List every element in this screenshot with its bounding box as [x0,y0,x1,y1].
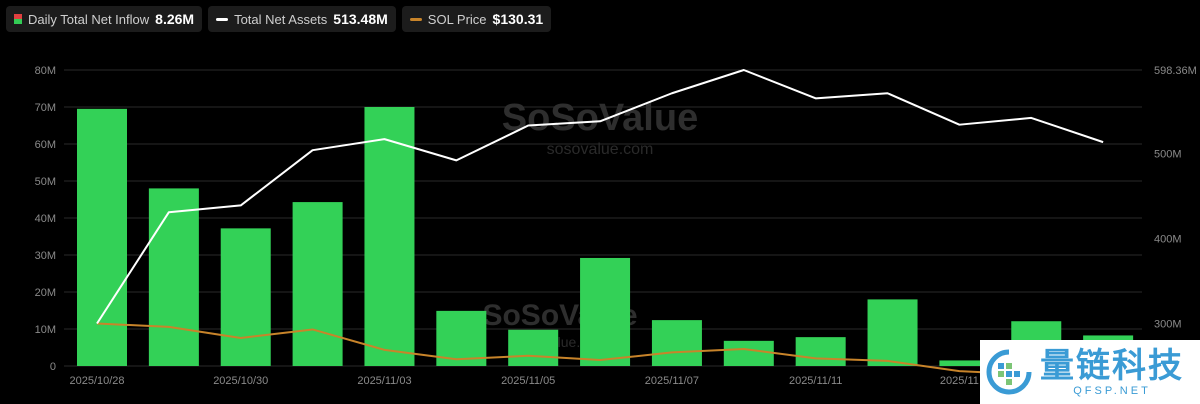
left-axis-tick-label: 80M [35,65,56,77]
legend-sol[interactable]: SOL Price $130.31 [401,6,552,32]
left-axis-tick-label: 30M [35,250,56,262]
inflow-bar [77,108,127,366]
legend-assets-value: 513.48M [333,11,388,27]
inflow-bar [292,202,343,366]
legend-sol-label: SOL Price [427,11,487,27]
total-net-assets-line [96,69,1104,325]
line-swatch-icon [409,17,422,21]
watermark-brand: SoSoValue [502,97,698,139]
legend-inflow-label: Daily Total Net Inflow [28,11,150,27]
legend-assets-label: Total Net Assets [234,11,328,27]
legend-inflow-value: 8.26M [155,11,195,27]
chart-legend: Daily Total Net Inflow 8.26M Total Net A… [6,6,552,32]
x-axis-tick-label: 2025/10/28 [69,375,124,387]
inflow-bar [939,360,990,366]
left-axis-tick-label: 70M [35,102,56,114]
inflow-bar [580,257,631,366]
inflow-bar [148,188,199,366]
x-axis-tick-label: 2025/11/05 [501,375,555,387]
x-axis-tick-label: 2025/11/03 [357,375,411,387]
left-axis-tick-label: 0 [50,361,56,373]
x-axis-tick-label: 2025/10/30 [213,375,268,387]
x-axis-tick-label: 2025/11/07 [645,375,699,387]
inflow-bar [651,320,702,366]
right-axis-tick-label: 500M [1154,149,1182,161]
left-axis-tick-label: 20M [35,287,56,299]
logo-english-text: QFSP.NET [1073,385,1151,397]
right-axis-tick-label: 598.36M [1154,65,1197,77]
legend-assets[interactable]: Total Net Assets 513.48M [208,6,396,32]
line-swatch-icon [216,17,229,21]
left-axis-tick-label: 60M [35,139,56,151]
inflow-bar [723,340,774,366]
qfsp-logo-icon [986,349,1032,395]
inflow-bar [867,299,918,366]
sol-price-line [96,322,1104,376]
right-axis-tick-label: 300M [1154,319,1182,331]
legend-sol-value: $130.31 [492,11,544,27]
right-axis-tick-label: 400M [1154,234,1182,246]
inflow-bar [795,337,846,366]
brand-logo: 量链科技 QFSP.NET [980,340,1200,404]
inflow-bar [220,228,271,366]
x-axis-tick-label: 2025/11/11 [789,375,842,387]
left-axis-tick-label: 50M [35,176,56,188]
watermark-url: sosovalue.com [547,141,654,158]
logo-chinese-text: 量链科技 [1040,347,1184,385]
inflow-bar [364,107,415,366]
x-axis-tick-label: 2025/11 [940,375,979,387]
left-axis-tick-label: 10M [35,324,56,336]
legend-inflow[interactable]: Daily Total Net Inflow 8.26M [6,6,203,32]
bar-swatch-icon [14,14,22,24]
left-axis-tick-label: 40M [35,213,56,225]
inflow-bar [508,329,559,366]
